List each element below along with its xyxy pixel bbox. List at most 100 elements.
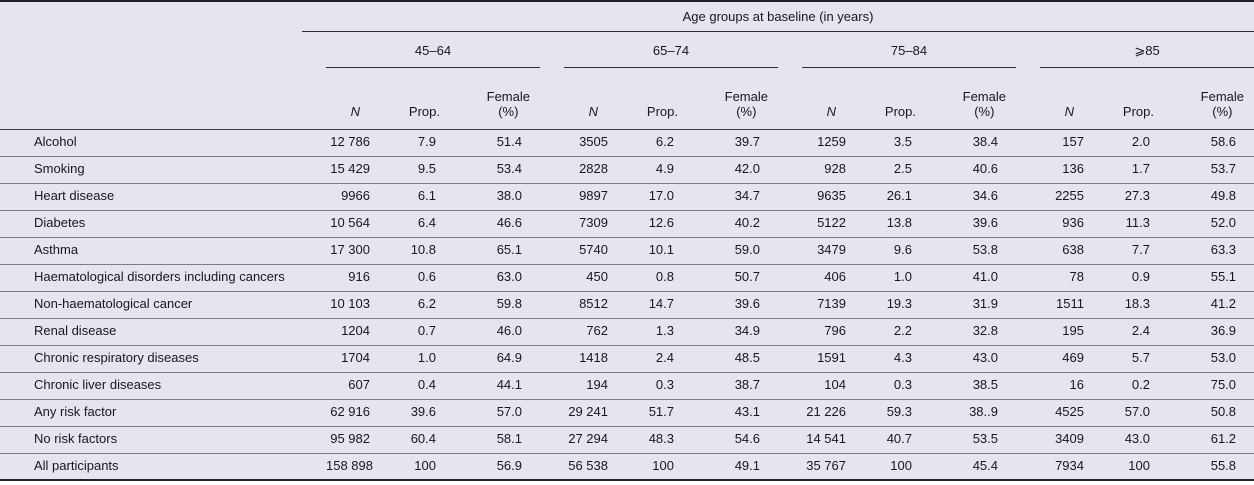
column-gap: [1016, 156, 1040, 184]
cell-prop: 9.5: [388, 156, 454, 184]
cell-n: 3409: [1040, 426, 1102, 454]
column-gap: [778, 372, 802, 400]
cell-n: 104: [802, 372, 864, 400]
table-row: Chronic respiratory diseases 1704 1.0 64.9 1…: [0, 345, 1254, 373]
cell-prop: 0.3: [864, 372, 930, 400]
cell-prop: 1.0: [388, 345, 454, 373]
cell-prop: 48.3: [626, 426, 692, 454]
row-label: All participants: [34, 457, 119, 473]
cell-female: 50.7: [692, 264, 778, 292]
cell-n: 2255: [1040, 183, 1102, 211]
table-row: Chronic liver diseases 607 0.4 44.1 194 0.3 38…: [0, 372, 1254, 400]
cell-n: 9897: [564, 183, 626, 211]
cell-prop: 6.2: [626, 129, 692, 157]
cell-female: 40.6: [930, 156, 1016, 184]
column-gap: [302, 264, 326, 292]
cell-female: 43.0: [930, 345, 1016, 373]
prop-column-header: Prop.: [388, 67, 454, 130]
table-row: Asthma 17 300 10.8 65.1 5740 10.1 59.0 3479 9.6 5…: [0, 237, 1254, 265]
cell-prop: 4.9: [626, 156, 692, 184]
column-gap: [778, 183, 802, 211]
female-percent-column-header: Female (%): [454, 67, 540, 130]
prop-column-header: Prop.: [864, 67, 930, 130]
cell-female: 42.0: [692, 156, 778, 184]
column-gap: [540, 453, 564, 480]
cell-n: 10 564: [326, 210, 388, 238]
table-row: Diabetes 10 564 6.4 46.6 7309 12.6 40.2 5122 13.…: [0, 210, 1254, 238]
cell-female: 65.1: [454, 237, 540, 265]
cell-female: 41.2: [1168, 291, 1254, 319]
age-group-header: 65–74: [564, 31, 778, 68]
column-gap: [1016, 210, 1040, 238]
cell-female: 55.8: [1210, 457, 1237, 473]
cell-female: 45.4: [972, 457, 998, 473]
cell-female: 54.6: [692, 426, 778, 454]
column-gap: [778, 264, 802, 292]
column-gap: [540, 67, 564, 130]
table-title: Age groups at baseline (in years): [302, 1, 1254, 32]
cell-n: 78: [1040, 264, 1102, 292]
cell-n: 469: [1040, 345, 1102, 373]
cell-prop: 14.7: [626, 291, 692, 319]
corner-cell: [0, 1, 302, 130]
cell-female: 39.7: [692, 129, 778, 157]
cell-n: 194: [564, 372, 626, 400]
cell-n: 157: [1040, 129, 1102, 157]
column-gap: [778, 318, 802, 346]
column-gap: [1016, 399, 1040, 427]
cell-prop: 0.3: [626, 372, 692, 400]
cell-n: 1511: [1040, 291, 1102, 319]
column-gap: [778, 67, 802, 130]
column-gap: [778, 291, 802, 319]
cell-prop: 2.5: [864, 156, 930, 184]
cell-female: 63.3: [1168, 237, 1254, 265]
table-row: Alcohol 12 786 7.9 51.4 3505 6.2 39.7 1259 3.5 38…: [0, 129, 1254, 157]
table-row: Smoking 15 429 9.5 53.4 2828 4.9 42.0 928 2.5 40.…: [0, 156, 1254, 184]
cell-female: 53.7: [1168, 156, 1254, 184]
row-label: Chronic liver diseases: [0, 372, 302, 400]
cell-female: 59.8: [454, 291, 540, 319]
cell-prop: 0.2: [1102, 372, 1168, 400]
cell-female: 58.6: [1168, 129, 1254, 157]
row-label: Asthma: [0, 237, 302, 265]
column-gap: [540, 237, 564, 265]
cell-n: 95 982: [326, 426, 388, 454]
cell-n: 3505: [564, 129, 626, 157]
column-gap: [302, 453, 326, 480]
cell-prop: 2.4: [626, 345, 692, 373]
column-gap: [302, 372, 326, 400]
column-gap: [540, 264, 564, 292]
cell-female: 34.9: [692, 318, 778, 346]
cell-n: 5122: [802, 210, 864, 238]
n-column-header: N: [1040, 67, 1102, 130]
cell-female: 41.0: [930, 264, 1016, 292]
cell-n: 936: [1040, 210, 1102, 238]
cell-n: 12 786: [326, 129, 388, 157]
column-gap: [778, 453, 802, 480]
cell-n: 14 541: [802, 426, 864, 454]
cell-prop: 6.4: [388, 210, 454, 238]
column-gap: [540, 31, 564, 67]
column-gap: [1016, 426, 1040, 454]
column-gap: [778, 210, 802, 238]
column-gap: [1016, 453, 1040, 480]
cell-n: 5740: [564, 237, 626, 265]
cell-female: 56.9: [496, 457, 522, 473]
column-gap: [302, 318, 326, 346]
cell-female: 64.9: [454, 345, 540, 373]
cell-prop: 5.7: [1102, 345, 1168, 373]
cell-prop: 51.7: [626, 399, 692, 427]
column-gap: [302, 31, 326, 67]
cell-n: 7309: [564, 210, 626, 238]
row-label: Haematological disorders including cance…: [0, 264, 302, 292]
cell-n: 1591: [802, 345, 864, 373]
row-label: Chronic respiratory diseases: [0, 345, 302, 373]
table-row: Renal disease 1204 0.7 46.0 762 1.3 34.9 796 2.2…: [0, 318, 1254, 346]
row-label: Alcohol: [0, 129, 302, 157]
cell-prop: 4.3: [864, 345, 930, 373]
column-gap: [540, 345, 564, 373]
female-percent-label: Female (%): [1201, 89, 1244, 120]
table-row: Haematological disorders including cance…: [0, 264, 1254, 292]
cell-prop: 3.5: [864, 129, 930, 157]
cell-n: 1259: [802, 129, 864, 157]
